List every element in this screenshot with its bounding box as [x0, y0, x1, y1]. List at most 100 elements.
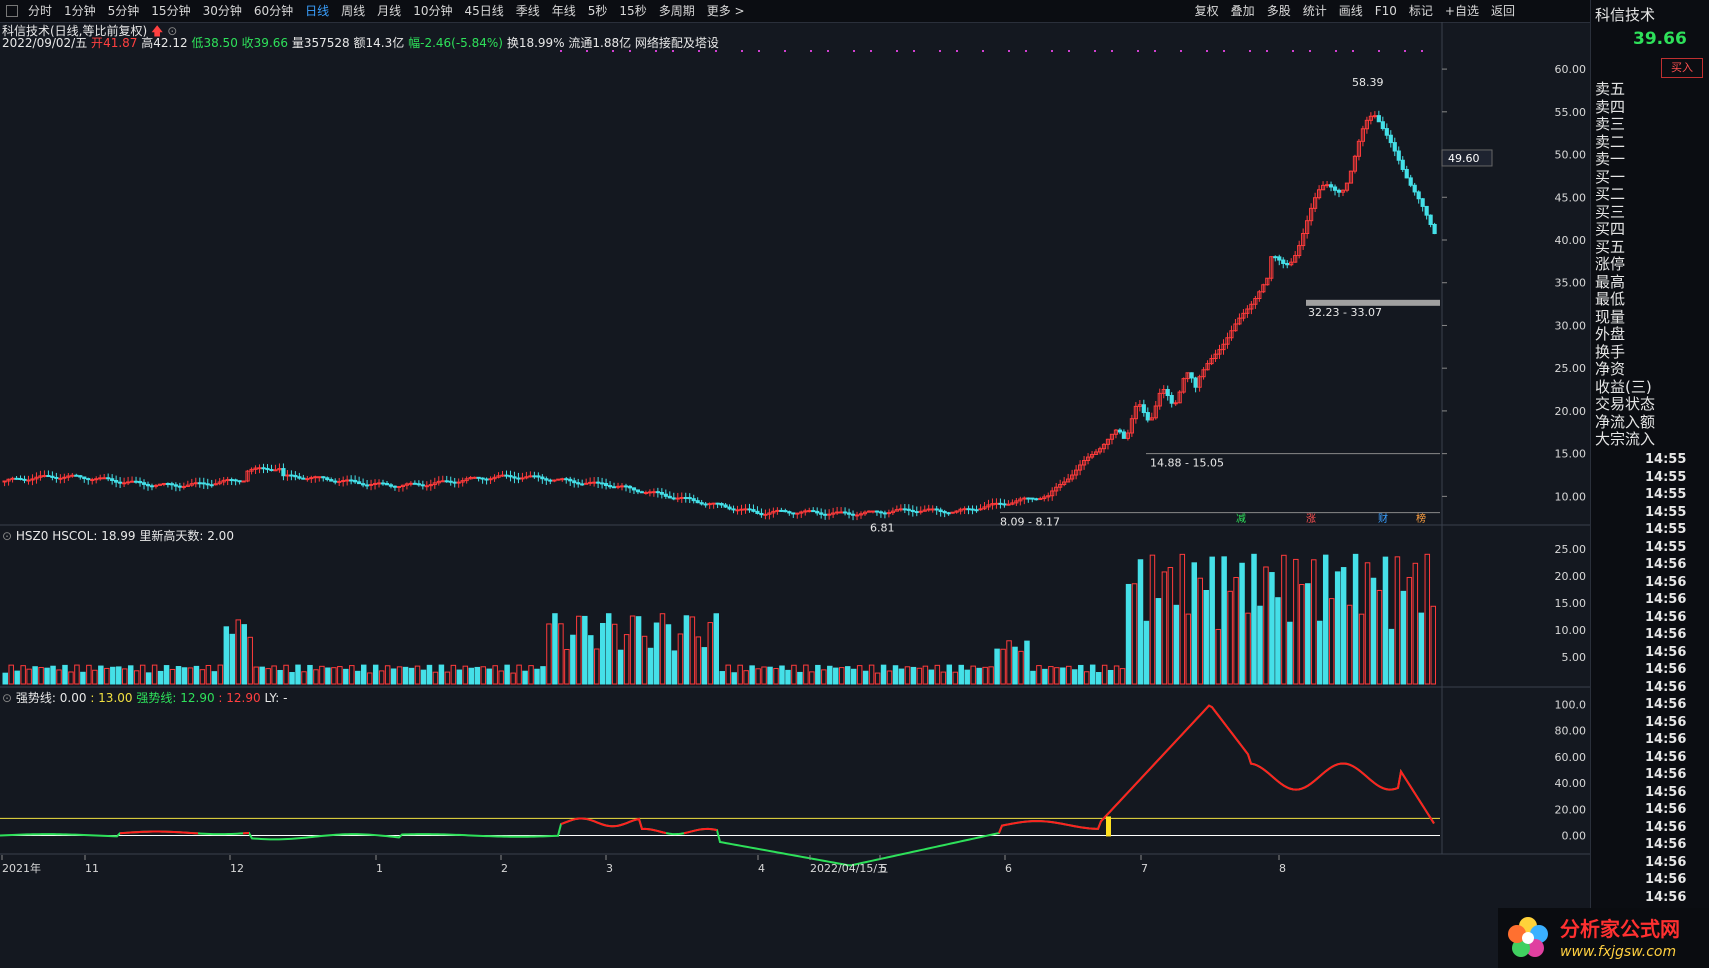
volume-bar	[62, 664, 68, 685]
candle-body	[950, 511, 955, 514]
period-tab[interactable]: 季线	[515, 4, 540, 18]
tool-button[interactable]: 复权	[1194, 4, 1219, 18]
volume-bar	[755, 668, 761, 685]
period-tab[interactable]: 30分钟	[202, 4, 242, 18]
quote-row-label: 卖二	[1595, 132, 1626, 151]
signal-dot	[1068, 50, 1070, 52]
period-tab[interactable]: 周线	[341, 4, 366, 18]
tool-button[interactable]: 多股	[1266, 4, 1291, 18]
tool-button[interactable]: 返回	[1490, 4, 1515, 18]
candle-body	[1197, 376, 1202, 388]
price-axis-label: 20.00	[1555, 405, 1587, 418]
price-axis-label: 30.00	[1555, 319, 1587, 332]
volume-bar	[1299, 584, 1305, 685]
candle-body	[572, 480, 577, 484]
volume-bar	[582, 615, 588, 685]
open-label: 开	[91, 36, 104, 50]
candle-body	[1301, 233, 1306, 247]
candle-body	[978, 508, 983, 511]
volume-bar	[438, 664, 445, 685]
volume-bar	[169, 668, 176, 685]
flower-logo-icon: 分析家公式网 www.fxjgsw.com	[1498, 908, 1709, 968]
volume-bar	[1263, 566, 1269, 685]
period-tab[interactable]: 15分钟	[151, 4, 191, 18]
period-tab[interactable]: 年线	[551, 4, 576, 18]
candle-body	[169, 483, 174, 486]
candle-body	[1030, 497, 1035, 500]
volume-bar	[361, 664, 367, 685]
candle-body	[257, 467, 262, 470]
signal-marker	[1106, 816, 1111, 837]
volume-bar	[32, 666, 38, 685]
candle-body	[500, 474, 505, 477]
signal-dot	[810, 50, 812, 52]
candle-body	[193, 482, 198, 485]
period-tab[interactable]: 月线	[377, 4, 402, 18]
period-tab[interactable]: 60分钟	[253, 4, 294, 18]
candle-body	[293, 474, 298, 478]
vol-axis-label: 10.00	[1555, 624, 1587, 637]
signal-dot	[1154, 50, 1156, 52]
tool-button[interactable]: 标记	[1408, 4, 1433, 18]
collapse-icon[interactable]: ⊙	[2, 691, 13, 705]
volume-bar	[623, 634, 630, 685]
signal-dot	[913, 50, 915, 52]
volume-bar	[1054, 667, 1060, 685]
period-tab[interactable]: 5秒	[587, 4, 608, 18]
tool-button[interactable]: 画线	[1338, 4, 1363, 18]
buy-button[interactable]: 买入	[1661, 58, 1703, 78]
strength-line-red	[119, 830, 199, 835]
panel-stock-name: 科信技术	[1595, 6, 1656, 24]
period-tab[interactable]: 10分钟	[413, 4, 453, 18]
strength-line-red	[998, 704, 1435, 834]
price-axis-label: 40.00	[1555, 234, 1587, 247]
volume-bar	[504, 664, 510, 685]
period-tab[interactable]: 日线	[305, 4, 330, 18]
signal-dot	[698, 50, 700, 52]
volume-bar	[181, 667, 188, 685]
chevron-down-icon[interactable]: ⊙	[167, 24, 178, 38]
volume-bar	[1072, 669, 1078, 685]
candle-body	[1380, 121, 1385, 130]
volume-bar	[809, 671, 815, 685]
candle-body	[942, 511, 947, 514]
tool-button[interactable]: +自选	[1444, 4, 1479, 18]
candle-body	[484, 478, 489, 481]
candle-body	[1253, 298, 1258, 305]
tool-button[interactable]: 叠加	[1230, 4, 1255, 18]
period-tab[interactable]: 多周期	[658, 4, 695, 18]
candle-body	[874, 510, 880, 513]
chart-area[interactable]: 科信技术(日线,等比前复权) 🡅 ⊙ 2022/09/02/五 开41.87 高…	[0, 22, 1590, 968]
candle-body	[145, 483, 151, 487]
candle-body	[835, 511, 840, 514]
collapse-icon[interactable]: ⊙	[2, 529, 13, 543]
period-tab[interactable]: 5分钟	[107, 4, 140, 18]
menu-icon[interactable]	[6, 5, 18, 17]
signal-dot	[1378, 50, 1380, 52]
period-tab[interactable]: 分时	[28, 4, 53, 18]
tool-button[interactable]: F10	[1374, 4, 1397, 18]
volume-bar	[74, 664, 80, 685]
period-tab[interactable]: 1分钟	[64, 4, 96, 18]
volume-bar	[611, 623, 618, 685]
tool-button[interactable]: 统计	[1302, 4, 1327, 18]
period-tab[interactable]: 45日线	[464, 4, 504, 18]
x-axis-label: 6	[1005, 862, 1012, 875]
candle-body	[456, 481, 461, 484]
candle-body	[1213, 353, 1218, 360]
signal-dot	[1111, 50, 1113, 52]
annotation-label: 8.09 - 8.17	[1000, 516, 1060, 529]
period-tab[interactable]: 更多 >	[706, 4, 745, 18]
candle-body	[715, 502, 720, 505]
candle-body	[588, 481, 593, 484]
candle-body	[1042, 496, 1047, 500]
candle-body	[695, 500, 700, 504]
volume-bar	[635, 616, 642, 685]
trade-time: 14:56	[1645, 609, 1687, 625]
volume-bar	[355, 670, 361, 685]
period-tab[interactable]: 15秒	[619, 4, 647, 18]
volume-bar	[1305, 583, 1311, 685]
candle-body	[568, 478, 573, 482]
candle-body	[1022, 497, 1027, 500]
candle-body	[783, 510, 788, 513]
